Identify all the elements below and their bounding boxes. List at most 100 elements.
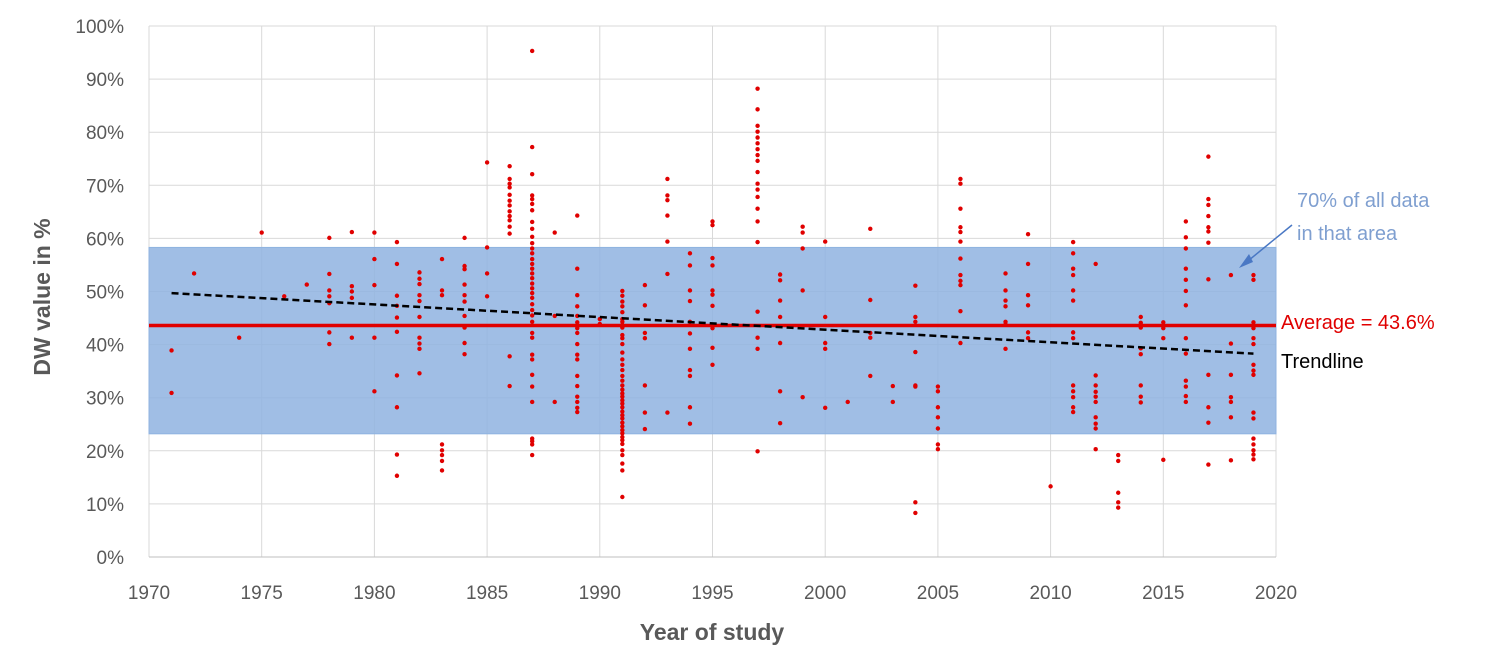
data-point bbox=[935, 405, 941, 410]
data-point bbox=[710, 292, 715, 297]
data-point bbox=[1070, 239, 1076, 245]
data-point bbox=[665, 271, 670, 277]
data-point bbox=[1183, 303, 1189, 308]
data-point bbox=[507, 181, 512, 186]
data-point bbox=[1003, 298, 1008, 303]
data-point bbox=[1070, 272, 1076, 278]
data-point bbox=[1206, 196, 1211, 202]
data-point bbox=[372, 282, 377, 288]
data-point bbox=[1116, 458, 1121, 464]
data-point bbox=[529, 452, 535, 458]
data-point bbox=[439, 442, 445, 447]
data-point bbox=[687, 421, 693, 426]
data-point bbox=[1003, 288, 1008, 293]
data-point bbox=[1093, 373, 1098, 378]
data-point bbox=[327, 288, 332, 293]
x-tick-label: 1970 bbox=[128, 583, 170, 604]
data-point bbox=[372, 389, 377, 394]
data-point bbox=[620, 394, 625, 399]
y-tick-label: 40% bbox=[86, 336, 124, 357]
data-point bbox=[1206, 462, 1211, 467]
data-point bbox=[800, 230, 805, 235]
data-point bbox=[327, 271, 332, 277]
data-point bbox=[529, 144, 535, 150]
axis-ticks: 1970 1975 1980 1985 1990 1995 2000 2005 2010 2015… bbox=[75, 17, 1297, 604]
data-point bbox=[1251, 336, 1256, 341]
data-point bbox=[529, 240, 535, 246]
data-point bbox=[1183, 384, 1189, 389]
data-point bbox=[755, 239, 760, 245]
data-point bbox=[417, 314, 422, 320]
data-point bbox=[417, 346, 422, 352]
data-point bbox=[620, 383, 625, 388]
data-point bbox=[236, 335, 242, 340]
band-label-line1: 70% of all data bbox=[1297, 190, 1430, 212]
data-point bbox=[687, 373, 693, 379]
data-point bbox=[620, 332, 625, 338]
data-point bbox=[1161, 320, 1166, 325]
data-point bbox=[529, 307, 535, 313]
data-point bbox=[755, 158, 760, 164]
data-point bbox=[1070, 266, 1076, 271]
data-point bbox=[529, 219, 535, 225]
data-point bbox=[529, 208, 535, 213]
data-point bbox=[1251, 362, 1256, 367]
data-point bbox=[507, 224, 512, 229]
data-point bbox=[462, 282, 467, 287]
data-point bbox=[642, 410, 648, 415]
data-point bbox=[394, 452, 400, 457]
data-point bbox=[191, 271, 197, 276]
data-point bbox=[1093, 426, 1098, 431]
data-point bbox=[327, 235, 332, 241]
data-point bbox=[620, 373, 625, 379]
data-point bbox=[575, 409, 580, 415]
data-point bbox=[620, 387, 625, 392]
data-point bbox=[462, 266, 467, 272]
data-point bbox=[1138, 400, 1143, 405]
data-point bbox=[1093, 383, 1098, 388]
x-tick-label: 2010 bbox=[1029, 583, 1071, 604]
data-point bbox=[1183, 378, 1189, 383]
data-point bbox=[755, 129, 760, 134]
data-point bbox=[327, 341, 332, 347]
data-point bbox=[1070, 251, 1076, 256]
data-point bbox=[958, 176, 963, 182]
data-point bbox=[1251, 457, 1256, 462]
data-point bbox=[439, 458, 445, 464]
data-point bbox=[529, 313, 535, 318]
data-point bbox=[958, 256, 963, 261]
data-point bbox=[935, 415, 941, 420]
data-point bbox=[1206, 420, 1211, 425]
data-point bbox=[1025, 330, 1031, 335]
data-point bbox=[1251, 368, 1256, 373]
data-point bbox=[462, 299, 467, 304]
data-point bbox=[620, 367, 625, 373]
data-point bbox=[755, 141, 760, 146]
data-point bbox=[507, 192, 512, 198]
data-point bbox=[439, 293, 445, 298]
data-point bbox=[1206, 277, 1211, 282]
data-point bbox=[913, 349, 918, 355]
data-point bbox=[529, 372, 535, 378]
data-point bbox=[620, 341, 625, 347]
data-point bbox=[417, 298, 422, 304]
data-point bbox=[552, 230, 557, 235]
data-point bbox=[1070, 288, 1076, 293]
data-point bbox=[327, 294, 332, 299]
data-point bbox=[1206, 154, 1211, 159]
data-point bbox=[755, 146, 760, 152]
data-point bbox=[484, 294, 490, 299]
data-point bbox=[1251, 277, 1256, 283]
data-point bbox=[823, 239, 828, 244]
data-point bbox=[1228, 341, 1234, 346]
data-point bbox=[529, 352, 535, 357]
data-point bbox=[710, 222, 715, 228]
data-point bbox=[620, 357, 625, 362]
data-point bbox=[1003, 271, 1008, 276]
data-point bbox=[327, 330, 332, 335]
data-point bbox=[1025, 261, 1031, 267]
data-point bbox=[665, 213, 670, 218]
data-point bbox=[665, 410, 670, 415]
data-point bbox=[529, 226, 535, 232]
data-point bbox=[620, 448, 625, 453]
